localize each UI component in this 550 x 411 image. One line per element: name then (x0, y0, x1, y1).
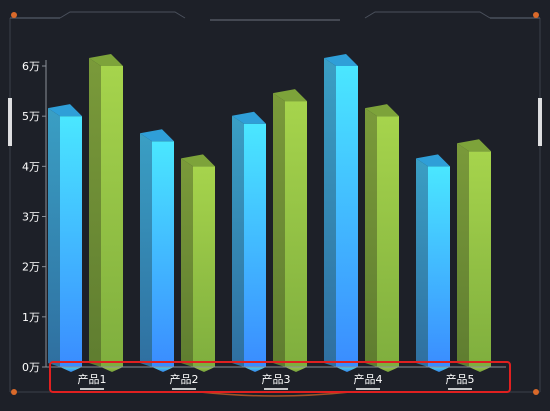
y-tick-label: 1万 (22, 311, 40, 324)
bar-front-face (285, 101, 307, 367)
bar-base-tip (285, 367, 307, 372)
bar-top-face (89, 54, 123, 66)
x-tick-label: 产品5 (446, 372, 475, 386)
bar-front-face (428, 166, 450, 367)
y-tick-label: 3万 (22, 211, 40, 224)
bar-2-4 (365, 104, 399, 372)
x-axis: 产品1 产品2 产品3 产品4 产品5 (46, 366, 506, 390)
bar-2-1 (89, 54, 123, 372)
bar-front-face (244, 123, 266, 367)
bar-top-face (365, 104, 399, 117)
x-tick-label: 产品2 (170, 372, 199, 386)
bar-side-face (365, 108, 377, 368)
y-tick-label: 2万 (22, 261, 40, 274)
bar-base-tip (60, 367, 82, 372)
bar-base-tip (336, 367, 358, 372)
frame-decoration (8, 11, 542, 397)
bar-top-face (48, 104, 82, 117)
bar-base-tip (244, 367, 266, 372)
bar-base-tip (377, 367, 399, 372)
bar-base-tip (152, 367, 174, 372)
bar-top-face (140, 129, 174, 142)
bar-top-face (181, 154, 215, 167)
y-tick-label: 4万 (22, 160, 40, 173)
y-tick-label: 5万 (22, 110, 40, 123)
bar-1-2 (140, 129, 174, 372)
bar-base-tip (101, 367, 123, 372)
bar-1-1 (48, 104, 82, 372)
bar-side-face (324, 58, 336, 367)
bars (48, 54, 491, 372)
bar-side-face (416, 158, 428, 367)
bar-top-face (273, 89, 307, 102)
x-tick-label: 产品1 (78, 372, 107, 386)
bar-side-face (48, 108, 60, 368)
y-axis: 0万 1万 2万 3万 4万 5万 6万 (22, 60, 47, 374)
bar-top-face (232, 111, 266, 124)
bar-base-tip (193, 367, 215, 372)
bar-top-face (324, 54, 358, 66)
bar-side-face (140, 133, 152, 367)
bar-side-face (457, 143, 469, 367)
x-axis-highlight-box (49, 361, 511, 393)
bar-front-face (377, 116, 399, 368)
bar-side-face (89, 58, 101, 367)
bar-side-face (232, 115, 244, 367)
bar-front-face (152, 141, 174, 367)
bar-1-3 (232, 111, 266, 372)
bar-front-face (101, 66, 123, 367)
bar-side-face (273, 93, 285, 367)
bar-1-4 (324, 54, 358, 372)
bar-front-face (60, 116, 82, 368)
bar-1-5 (416, 154, 450, 372)
bar-front-face (193, 166, 215, 367)
bar-base-tip (469, 367, 491, 372)
y-tick-label: 6万 (22, 60, 40, 73)
bar-base-tip (428, 367, 450, 372)
bar-side-face (181, 158, 193, 367)
y-tick-label: 0万 (22, 361, 40, 374)
bar-top-face (416, 154, 450, 167)
bar-2-5 (457, 139, 491, 372)
bar-front-face (336, 66, 358, 367)
bar-front-face (469, 151, 491, 367)
x-tick-label: 产品4 (354, 372, 383, 386)
bar-2-2 (181, 154, 215, 372)
bar-top-face (457, 139, 491, 152)
x-tick-label: 产品3 (262, 372, 291, 386)
bar-2-3 (273, 89, 307, 372)
